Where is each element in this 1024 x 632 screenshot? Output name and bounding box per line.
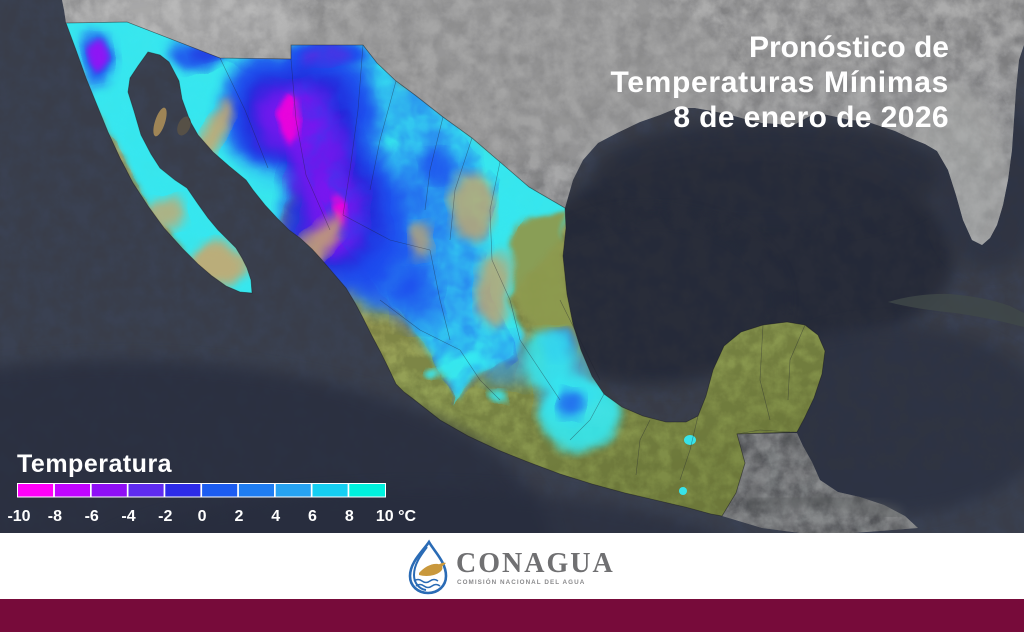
- svg-text:-2: -2: [158, 508, 172, 525]
- svg-text:-4: -4: [121, 508, 135, 525]
- svg-text:4: 4: [271, 508, 280, 525]
- svg-text:Temperatura: Temperatura: [17, 450, 173, 478]
- svg-text:Temperaturas Mínimas: Temperaturas Mínimas: [610, 66, 949, 99]
- svg-text:0: 0: [198, 508, 207, 525]
- svg-text:Pronóstico de: Pronóstico de: [749, 31, 949, 64]
- svg-text:-6: -6: [85, 508, 99, 525]
- svg-text:-8: -8: [48, 508, 62, 525]
- svg-text:COMISIÓN NACIONAL DEL AGUA: COMISIÓN NACIONAL DEL AGUA: [457, 577, 585, 586]
- svg-text:10 °C: 10 °C: [376, 508, 417, 525]
- svg-text:6: 6: [308, 508, 317, 525]
- svg-text:8: 8: [345, 508, 354, 525]
- svg-text:8 de enero de 2026: 8 de enero de 2026: [673, 101, 949, 134]
- svg-text:2: 2: [234, 508, 243, 525]
- svg-text:CONAGUA: CONAGUA: [456, 548, 615, 579]
- svg-text:-10: -10: [7, 508, 30, 525]
